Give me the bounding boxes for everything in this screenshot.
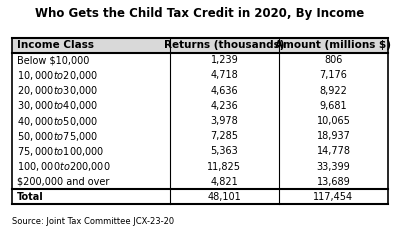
Text: $20,000 to $30,000: $20,000 to $30,000	[17, 84, 98, 97]
Text: 1,239: 1,239	[210, 55, 238, 65]
Text: 10,065: 10,065	[316, 116, 350, 126]
Text: 7,285: 7,285	[210, 131, 238, 141]
Text: 4,821: 4,821	[210, 177, 238, 187]
Text: 806: 806	[324, 55, 343, 65]
Text: 48,101: 48,101	[208, 192, 241, 202]
Text: Total: Total	[17, 192, 44, 202]
Text: 4,718: 4,718	[210, 70, 238, 80]
Text: 5,363: 5,363	[210, 146, 238, 156]
Text: $200,000 and over: $200,000 and over	[17, 177, 109, 187]
Text: 33,399: 33,399	[317, 162, 350, 172]
Text: Source: Joint Tax Committee JCX-23-20: Source: Joint Tax Committee JCX-23-20	[12, 217, 174, 226]
Text: Who Gets the Child Tax Credit in 2020, By Income: Who Gets the Child Tax Credit in 2020, B…	[35, 7, 365, 20]
Text: $50,000 to $75,000: $50,000 to $75,000	[17, 130, 98, 143]
Text: $10,000 to $20,000: $10,000 to $20,000	[17, 69, 98, 82]
Text: $30,000 to $40,000: $30,000 to $40,000	[17, 99, 98, 112]
Text: 3,978: 3,978	[210, 116, 238, 126]
Text: 4,636: 4,636	[211, 86, 238, 96]
Text: Returns (thousands): Returns (thousands)	[164, 40, 285, 50]
Text: Amount (millions $): Amount (millions $)	[276, 40, 392, 50]
Text: 13,689: 13,689	[317, 177, 350, 187]
Text: 4,236: 4,236	[210, 101, 238, 111]
Text: 18,937: 18,937	[316, 131, 350, 141]
Text: Below $10,000: Below $10,000	[17, 55, 89, 65]
Text: $40,000 to $50,000: $40,000 to $50,000	[17, 114, 98, 128]
Text: $75,000 to $100,000: $75,000 to $100,000	[17, 145, 104, 158]
Text: 9,681: 9,681	[320, 101, 347, 111]
Text: $100,000 to $200,000: $100,000 to $200,000	[17, 160, 110, 173]
Text: 8,922: 8,922	[320, 86, 348, 96]
Text: 7,176: 7,176	[320, 70, 348, 80]
Text: Income Class: Income Class	[17, 40, 94, 50]
Text: 14,778: 14,778	[316, 146, 350, 156]
Text: 11,825: 11,825	[208, 162, 242, 172]
Text: 117,454: 117,454	[314, 192, 354, 202]
